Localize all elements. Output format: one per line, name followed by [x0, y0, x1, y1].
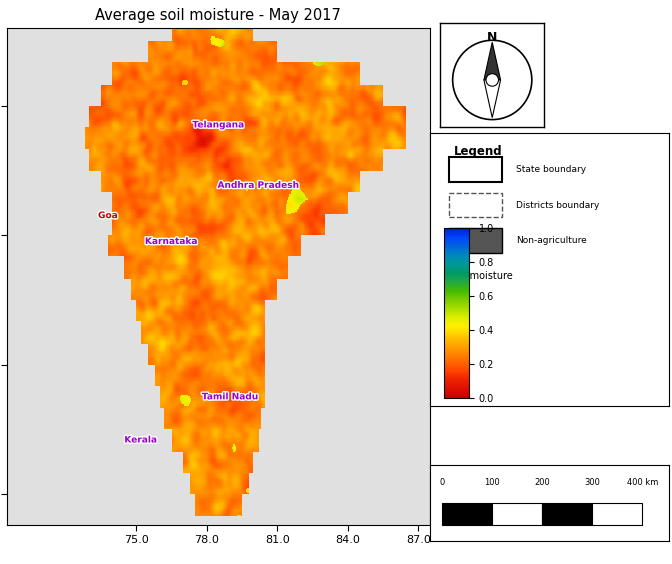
Text: 0: 0: [439, 478, 445, 487]
Circle shape: [486, 74, 499, 86]
Polygon shape: [484, 42, 501, 80]
Text: Legend: Legend: [454, 145, 503, 158]
Text: Goa: Goa: [98, 211, 118, 220]
Text: 100: 100: [485, 478, 500, 487]
Text: N: N: [487, 31, 497, 44]
Title: Average soil moisture - May 2017: Average soil moisture - May 2017: [95, 8, 341, 23]
Text: Tamil Nadu: Tamil Nadu: [202, 393, 259, 402]
Text: Telangana: Telangana: [192, 121, 245, 130]
FancyBboxPatch shape: [449, 228, 501, 253]
FancyBboxPatch shape: [449, 193, 501, 217]
Text: Soil moisture: Soil moisture: [449, 271, 513, 281]
Text: Non-agriculture: Non-agriculture: [516, 236, 587, 245]
Text: State boundary: State boundary: [516, 165, 586, 174]
Text: Districts boundary: Districts boundary: [516, 201, 599, 210]
Text: 300: 300: [585, 478, 600, 487]
Bar: [492, 503, 542, 525]
Text: Karnataka: Karnataka: [145, 237, 198, 246]
Text: Andhra Pradesh: Andhra Pradesh: [218, 181, 299, 190]
Bar: [592, 503, 642, 525]
Polygon shape: [484, 80, 501, 118]
Text: Kerala: Kerala: [124, 435, 157, 444]
Bar: [442, 503, 492, 525]
Text: 400 km: 400 km: [627, 478, 658, 487]
FancyBboxPatch shape: [449, 157, 501, 182]
Bar: [542, 503, 592, 525]
Text: 200: 200: [534, 478, 550, 487]
